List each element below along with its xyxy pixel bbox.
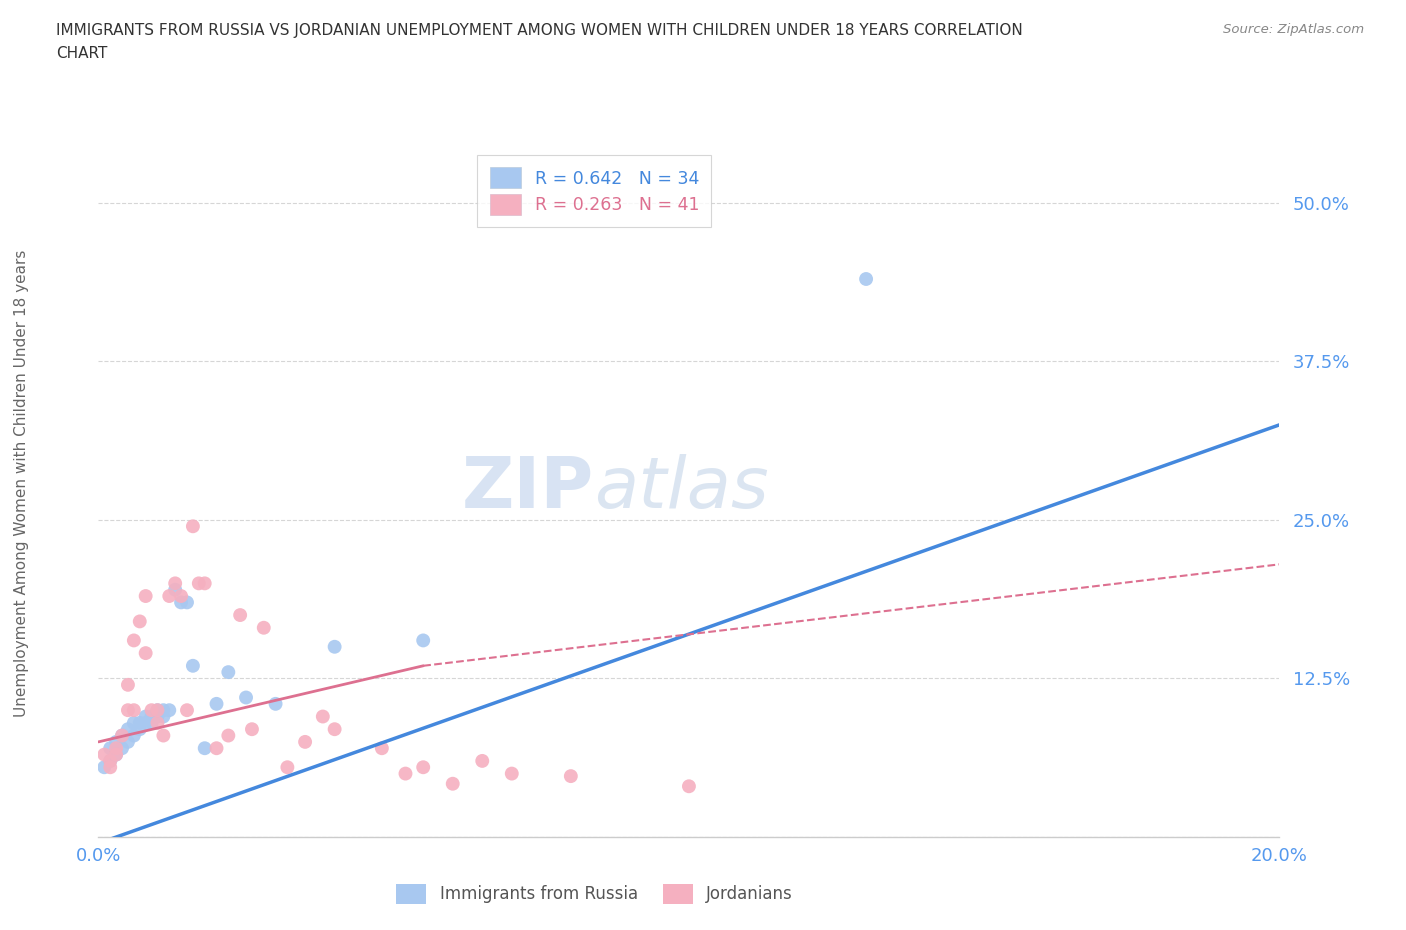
Point: [855, 272, 877, 286]
Point: [105, 741, 128, 756]
Text: Source: ZipAtlas.com: Source: ZipAtlas.com: [1223, 23, 1364, 36]
Point: [217, 665, 239, 680]
Point: [441, 777, 464, 791]
Point: [105, 735, 128, 750]
Point: [253, 620, 276, 635]
Point: [105, 747, 128, 762]
Point: [146, 703, 169, 718]
Point: [98, 753, 121, 768]
Point: [135, 589, 157, 604]
Point: [146, 703, 169, 718]
Point: [471, 753, 494, 768]
Point: [105, 747, 128, 762]
Point: [394, 766, 416, 781]
Point: [135, 645, 157, 660]
Point: [111, 741, 134, 756]
Point: [157, 589, 180, 604]
Point: [111, 728, 134, 743]
Point: [141, 709, 163, 724]
Point: [117, 735, 139, 750]
Point: [122, 715, 145, 730]
Text: atlas: atlas: [595, 454, 769, 523]
Point: [176, 595, 198, 610]
Point: [165, 582, 187, 597]
Point: [146, 709, 169, 724]
Point: [371, 741, 394, 756]
Point: [205, 697, 228, 711]
Text: IMMIGRANTS FROM RUSSIA VS JORDANIAN UNEMPLOYMENT AMONG WOMEN WITH CHILDREN UNDER: IMMIGRANTS FROM RUSSIA VS JORDANIAN UNEM…: [56, 23, 1024, 38]
Point: [152, 728, 174, 743]
Point: [170, 589, 193, 604]
Point: [323, 722, 346, 737]
Point: [135, 715, 157, 730]
Point: [122, 703, 145, 718]
Point: [111, 728, 134, 743]
Point: [312, 709, 335, 724]
Point: [678, 778, 700, 793]
Point: [128, 722, 150, 737]
Point: [194, 741, 217, 756]
Point: [93, 760, 115, 775]
Point: [122, 728, 145, 743]
Point: [117, 677, 139, 692]
Point: [205, 741, 228, 756]
Point: [412, 760, 434, 775]
Point: [128, 614, 150, 629]
Point: [181, 658, 204, 673]
Point: [412, 633, 434, 648]
Point: [264, 697, 287, 711]
Point: [240, 722, 263, 737]
Point: [141, 715, 163, 730]
Point: [217, 728, 239, 743]
Point: [135, 709, 157, 724]
Point: [276, 760, 298, 775]
Point: [93, 747, 115, 762]
Point: [152, 709, 174, 724]
Point: [501, 766, 523, 781]
Point: [128, 715, 150, 730]
Point: [294, 735, 316, 750]
Text: Unemployment Among Women with Children Under 18 years: Unemployment Among Women with Children U…: [14, 250, 28, 717]
Point: [157, 703, 180, 718]
Point: [560, 769, 582, 784]
Point: [323, 639, 346, 654]
Point: [165, 576, 187, 591]
Point: [122, 633, 145, 648]
Point: [98, 753, 121, 768]
Point: [117, 703, 139, 718]
Text: CHART: CHART: [56, 46, 108, 61]
Point: [187, 576, 209, 591]
Point: [181, 519, 204, 534]
Point: [141, 703, 163, 718]
Point: [170, 595, 193, 610]
Point: [98, 741, 121, 756]
Point: [98, 760, 121, 775]
Point: [235, 690, 257, 705]
Point: [176, 703, 198, 718]
Text: ZIP: ZIP: [463, 454, 595, 523]
Legend: Immigrants from Russia, Jordanians: Immigrants from Russia, Jordanians: [388, 875, 801, 912]
Point: [117, 722, 139, 737]
Point: [194, 576, 217, 591]
Point: [152, 703, 174, 718]
Point: [146, 715, 169, 730]
Point: [229, 607, 252, 622]
